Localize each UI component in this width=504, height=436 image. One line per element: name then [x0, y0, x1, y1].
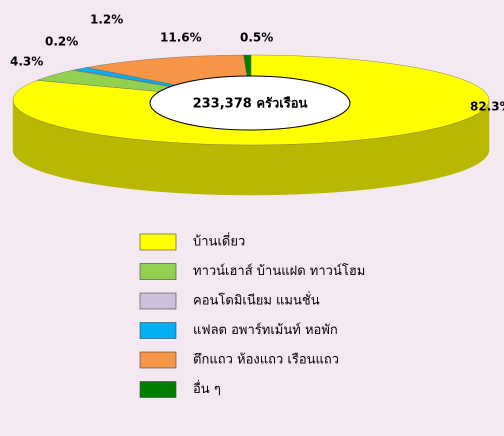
legend-swatch — [139, 292, 177, 310]
legend-label: ตึกแถว ห้องแถว เรือนแถว — [193, 352, 339, 368]
data-label: 11.6% — [160, 31, 202, 45]
legend-swatch — [139, 322, 177, 339]
legend-swatch — [139, 351, 177, 369]
data-label: 82.3% — [470, 100, 504, 114]
data-label: 0.2% — [45, 35, 78, 49]
data-label: 4.3% — [10, 55, 43, 69]
legend-label: ทาวน์เฮาส์ บ้านแฝด ทาวน์โฮม — [193, 263, 365, 279]
legend-label: แฟลต อพาร์ทเม้นท์ หอพัก — [193, 322, 338, 338]
center-hole — [149, 75, 351, 131]
legend-swatch — [139, 263, 177, 280]
legend-label: คอนโดมิเนียม แมนชั่น — [193, 292, 320, 309]
legend-label: บ้านเดี่ยว — [193, 233, 245, 250]
legend-swatch — [139, 381, 177, 398]
data-label: 0.5% — [240, 31, 273, 45]
legend-swatch — [139, 233, 177, 251]
data-label: 1.2% — [90, 13, 123, 27]
center-label: 233,378 ครัวเรือน — [193, 96, 308, 112]
legend-label: อื่น ๆ — [193, 380, 221, 397]
